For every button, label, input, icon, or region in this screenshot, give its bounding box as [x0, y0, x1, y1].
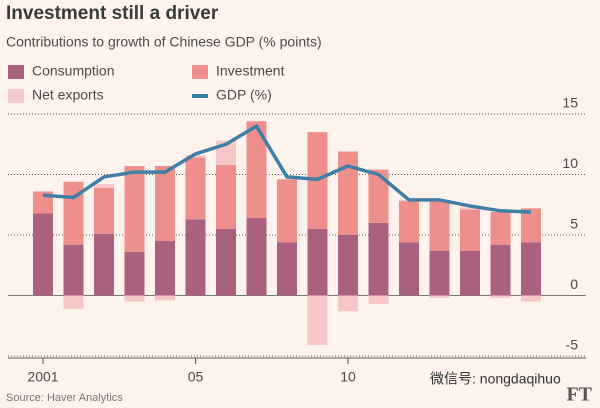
bar: [124, 166, 145, 252]
bar: [216, 164, 236, 229]
legend-swatch: [8, 89, 24, 103]
bar: [460, 207, 480, 210]
gdp-line: [42, 124, 532, 214]
x-tick-label: 2001: [27, 369, 58, 385]
legend-swatch: [8, 65, 24, 79]
bar: [94, 187, 114, 234]
bar: [338, 151, 358, 235]
bar: [429, 295, 450, 298]
watermark: 微信号: nongdaqihuo: [430, 371, 561, 387]
bar: [490, 244, 511, 296]
bar: [521, 208, 541, 243]
bar: [33, 213, 53, 296]
bar: [429, 250, 450, 296]
bar: [338, 235, 358, 296]
bar: [429, 199, 450, 251]
bar: [155, 166, 175, 242]
bar: [521, 295, 541, 302]
bar: [368, 295, 389, 304]
bar: [185, 155, 206, 158]
bar: [460, 250, 480, 296]
bar: [63, 244, 84, 296]
bar: [155, 295, 175, 301]
bar: [277, 242, 297, 296]
bar: [246, 121, 267, 219]
x-tick-label: 10: [340, 369, 356, 385]
chart-subtitle: Contributions to growth of Chinese GDP (…: [6, 34, 322, 50]
bar: [124, 295, 145, 302]
logo: FT: [566, 384, 592, 406]
chart-title: Investment still a driver: [6, 3, 219, 24]
bar: [307, 228, 328, 296]
bar: [307, 295, 328, 346]
bar: [399, 242, 419, 296]
bar: [277, 179, 297, 243]
bar: [368, 169, 389, 223]
legend-label: GDP (%): [216, 87, 272, 103]
bar: [94, 233, 114, 296]
bar: [94, 184, 114, 188]
bar: [216, 228, 236, 296]
bar: [460, 209, 480, 251]
bar: [63, 295, 84, 309]
x-tick-label: 05: [188, 369, 204, 385]
bar: [368, 222, 389, 296]
y-tick-label: 5: [570, 216, 578, 232]
legend-label: Net exports: [32, 87, 104, 103]
bar: [246, 218, 267, 296]
bar: [521, 242, 541, 296]
bar: [490, 212, 511, 245]
bar: [338, 295, 358, 312]
y-tick-label: 15: [562, 95, 578, 111]
bar: [490, 295, 511, 298]
y-tick-label: -5: [566, 337, 579, 353]
source: Source: Haver Analytics: [6, 392, 123, 404]
bar: [185, 219, 206, 296]
legend-swatch: [192, 65, 208, 79]
legend-label: Consumption: [32, 63, 115, 79]
bar: [155, 241, 175, 296]
y-tick-label: 10: [562, 155, 578, 171]
legend-label: Investment: [216, 63, 285, 79]
y-tick-label: 0: [570, 276, 578, 292]
bar: [399, 201, 419, 243]
bar: [185, 157, 206, 220]
bar: [124, 251, 145, 296]
